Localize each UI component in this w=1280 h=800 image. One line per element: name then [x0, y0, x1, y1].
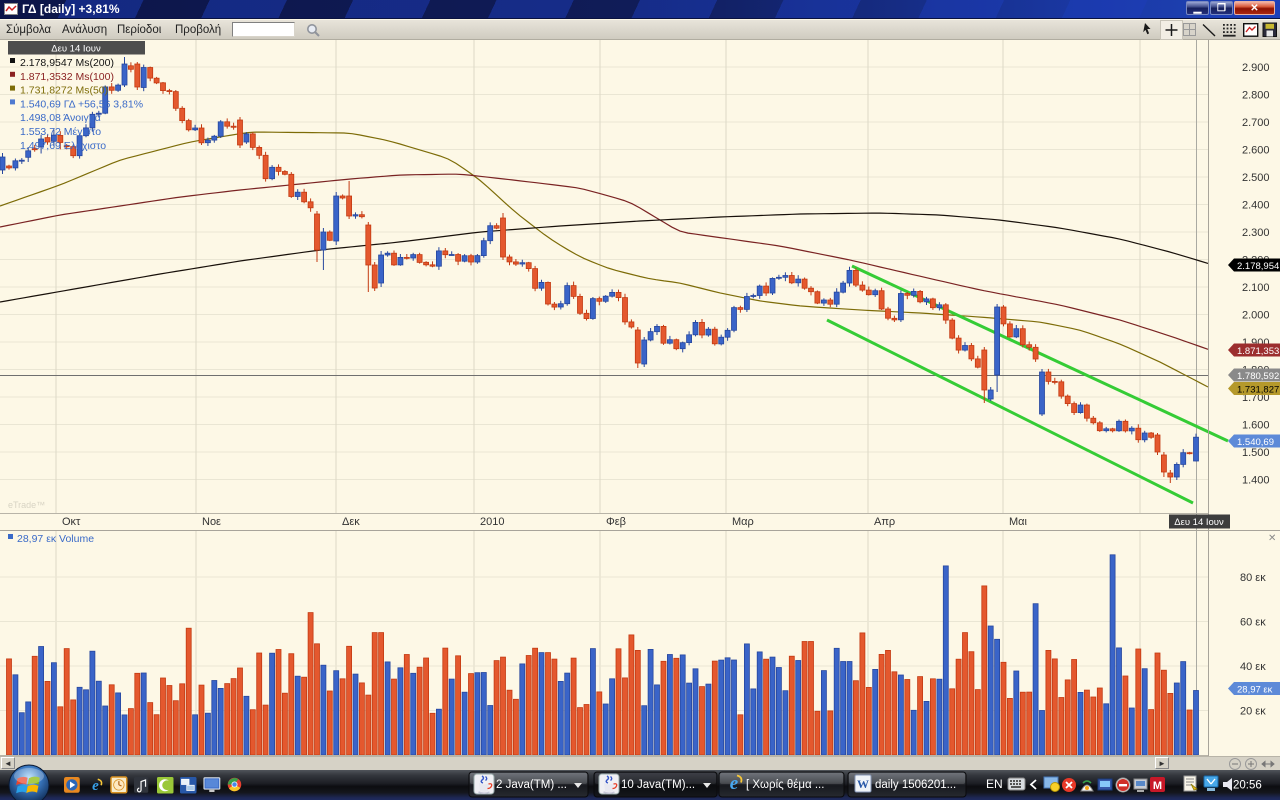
svg-text:1.497,69 Ελάχιστο: 1.497,69 Ελάχιστο	[20, 140, 106, 152]
svg-text:2.900: 2.900	[1242, 62, 1270, 74]
svg-text:e: e	[730, 773, 739, 794]
svg-text:1.500: 1.500	[1242, 447, 1270, 459]
svg-text:Νοε: Νοε	[202, 516, 221, 528]
svg-text:Μαι: Μαι	[1009, 516, 1028, 528]
svg-text:2.600: 2.600	[1242, 145, 1270, 157]
svg-text:20 εκ: 20 εκ	[1240, 706, 1266, 718]
svg-text:80 εκ: 80 εκ	[1240, 572, 1266, 584]
svg-text:2.300: 2.300	[1242, 227, 1270, 239]
svg-text:Δευ 14 Ιουν: Δευ 14 Ιουν	[1174, 517, 1224, 528]
svg-text:2.178,9547 Μs(200): 2.178,9547 Μs(200)	[20, 57, 114, 69]
svg-text:1.731,8272 Μs(50): 1.731,8272 Μs(50)	[20, 85, 108, 97]
svg-text:60 εκ: 60 εκ	[1240, 617, 1266, 629]
svg-text:1.871,353: 1.871,353	[1237, 346, 1279, 357]
svg-text:20:56: 20:56	[1233, 780, 1262, 792]
svg-text:Μαρ: Μαρ	[732, 516, 754, 528]
svg-text:2.000: 2.000	[1242, 310, 1270, 322]
svg-text:W: W	[857, 777, 869, 791]
svg-text:1.731,827: 1.731,827	[1237, 385, 1279, 396]
svg-text:Οκτ: Οκτ	[62, 516, 81, 528]
svg-text:Δεκ: Δεκ	[342, 516, 360, 528]
svg-text:2.178,954: 2.178,954	[1237, 261, 1279, 272]
svg-text:Απρ: Απρ	[874, 516, 895, 528]
svg-text:2.100: 2.100	[1242, 282, 1270, 294]
svg-text:1.540,69 ΓΔ +56,56 3,81%: 1.540,69 ΓΔ +56,56 3,81%	[20, 98, 143, 110]
svg-text:2.500: 2.500	[1242, 172, 1270, 184]
svg-text:1.540,69: 1.540,69	[1237, 437, 1274, 448]
svg-text:1.400: 1.400	[1242, 475, 1270, 487]
svg-text:10 Java(TM)...: 10 Java(TM)...	[621, 779, 695, 791]
svg-text:e: e	[92, 778, 99, 794]
svg-text:1.498,08 Άνοιγμα: 1.498,08 Άνοιγμα	[20, 112, 101, 124]
svg-text:1.780,592: 1.780,592	[1237, 371, 1279, 382]
svg-text:1.553,72 Μέγιστο: 1.553,72 Μέγιστο	[20, 126, 101, 138]
svg-text:28,97 εκ: 28,97 εκ	[1237, 685, 1273, 696]
svg-text:2010: 2010	[480, 516, 504, 528]
svg-text:2.800: 2.800	[1242, 90, 1270, 102]
svg-text:2.700: 2.700	[1242, 117, 1270, 129]
svg-text:40 εκ: 40 εκ	[1240, 661, 1266, 673]
svg-text:EN: EN	[986, 777, 1003, 791]
svg-text:2 Java(TM) ...: 2 Java(TM) ...	[496, 779, 567, 791]
svg-text:[ Χωρίς θέμα ...: [ Χωρίς θέμα ...	[746, 779, 824, 791]
svg-text:2.400: 2.400	[1242, 200, 1270, 212]
svg-text:28,97 εκ Volume: 28,97 εκ Volume	[17, 533, 94, 545]
svg-text:1.871,3532 Μs(100): 1.871,3532 Μs(100)	[20, 71, 114, 83]
svg-text:✕: ✕	[1268, 533, 1276, 544]
svg-text:Φεβ: Φεβ	[606, 516, 626, 528]
svg-text:eTrade™: eTrade™	[8, 500, 45, 510]
svg-text:daily 1506201...: daily 1506201...	[875, 779, 956, 791]
svg-text:1.600: 1.600	[1242, 420, 1270, 432]
svg-text:M: M	[1153, 780, 1162, 792]
svg-text:Δευ 14 Ιουν: Δευ 14 Ιουν	[51, 44, 101, 55]
